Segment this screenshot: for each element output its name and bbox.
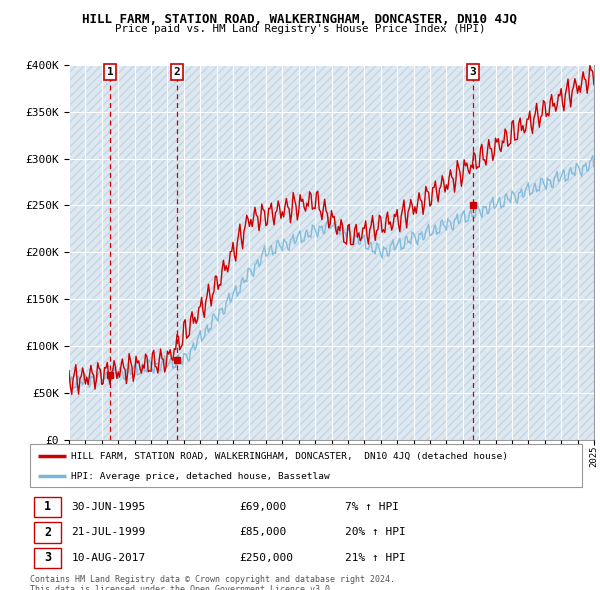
FancyBboxPatch shape — [30, 444, 582, 487]
Text: Contains HM Land Registry data © Crown copyright and database right 2024.
This d: Contains HM Land Registry data © Crown c… — [30, 575, 395, 590]
FancyBboxPatch shape — [34, 548, 61, 568]
Text: 1: 1 — [107, 67, 113, 77]
Text: £85,000: £85,000 — [240, 527, 287, 537]
Text: 7% ↑ HPI: 7% ↑ HPI — [344, 502, 398, 512]
Text: 21-JUL-1999: 21-JUL-1999 — [71, 527, 146, 537]
Text: HILL FARM, STATION ROAD, WALKERINGHAM, DONCASTER,  DN10 4JQ (detached house): HILL FARM, STATION ROAD, WALKERINGHAM, D… — [71, 452, 508, 461]
Text: HILL FARM, STATION ROAD, WALKERINGHAM, DONCASTER, DN10 4JQ: HILL FARM, STATION ROAD, WALKERINGHAM, D… — [83, 13, 517, 26]
Text: 30-JUN-1995: 30-JUN-1995 — [71, 502, 146, 512]
Text: 21% ↑ HPI: 21% ↑ HPI — [344, 553, 406, 563]
FancyBboxPatch shape — [34, 522, 61, 543]
Text: 2: 2 — [44, 526, 51, 539]
Text: 20% ↑ HPI: 20% ↑ HPI — [344, 527, 406, 537]
Text: Price paid vs. HM Land Registry's House Price Index (HPI): Price paid vs. HM Land Registry's House … — [115, 24, 485, 34]
Text: 2: 2 — [173, 67, 181, 77]
Text: 1: 1 — [44, 500, 51, 513]
FancyBboxPatch shape — [34, 497, 61, 517]
Text: 10-AUG-2017: 10-AUG-2017 — [71, 553, 146, 563]
Text: 3: 3 — [469, 67, 476, 77]
Text: £250,000: £250,000 — [240, 553, 294, 563]
Text: £69,000: £69,000 — [240, 502, 287, 512]
Text: HPI: Average price, detached house, Bassetlaw: HPI: Average price, detached house, Bass… — [71, 471, 330, 481]
Text: 3: 3 — [44, 552, 51, 565]
